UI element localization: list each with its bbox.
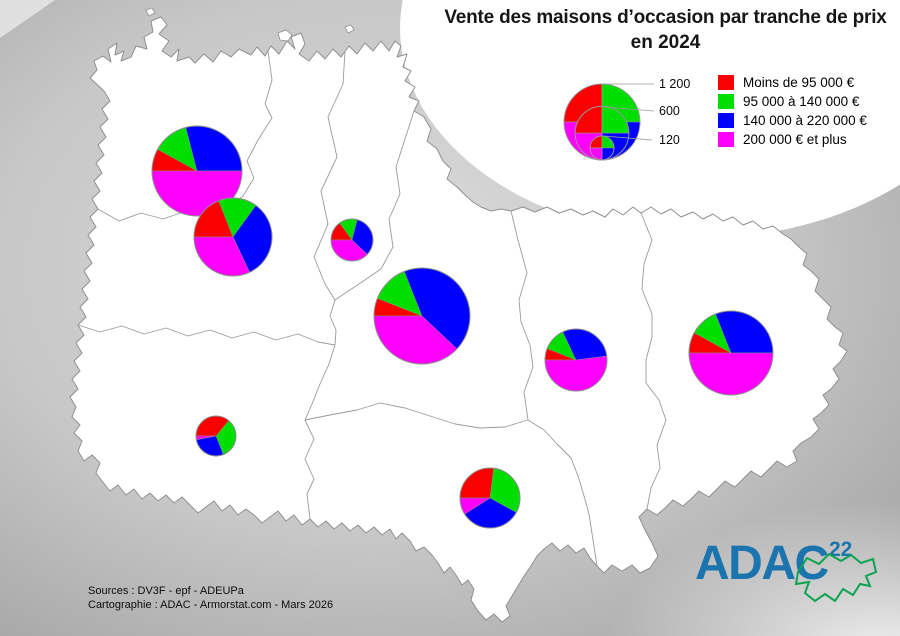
islets [145,7,355,42]
epci-boundary [640,212,667,510]
corner-glow [607,500,900,636]
legend-row: 200 000 € et plus [718,130,867,149]
epci-boundary [77,324,336,346]
adac-logo-department-icon [794,552,878,603]
legend-size-label: 1 200 [659,77,690,91]
pie-outline [330,218,374,262]
page-title: Vente des maisons d’occasion par tranche… [408,7,900,54]
pie-outline [459,467,521,529]
islet [145,7,156,17]
pie-chart [195,415,237,457]
pie-chart [373,267,471,365]
corner-wedge [0,0,55,38]
pie-chart [193,197,273,277]
department-icon-path [794,552,878,603]
legend-size-label: 600 [659,104,680,118]
epci-boundary [304,402,529,429]
epci-boundary [334,110,415,301]
epci-boundary [97,50,273,222]
sources-line-1: Sources : DV3F - epf - ADEUPa [88,585,244,597]
adac-logo-superscript: 22 [829,538,853,561]
pie-outline [544,328,608,392]
adac-logo: ADAC 22 [695,537,900,620]
color-legend: Moins de 95 000 € 95 000 à 140 000 € 140… [718,73,867,149]
title-line-1: Vente des maisons d’occasion par tranche… [444,7,887,28]
legend-swatch-magenta [718,132,734,147]
pie-outline [688,310,774,396]
epci-boundary [527,419,598,567]
pie-chart [330,218,374,262]
pies-layer [151,125,774,529]
pie-outline [373,267,471,365]
pie-outline [193,197,273,277]
legend-swatch-red [718,75,734,90]
islet [277,29,293,42]
legend-size-label: 120 [659,133,680,147]
legend-label: Moins de 95 000 € [743,75,855,90]
legend-swatch-blue [718,113,734,128]
leader-line [603,106,655,112]
region-boundaries [77,50,667,567]
epci-boundary [510,210,534,421]
legend-size-circles [563,83,641,161]
adac-logo-text: ADAC [695,537,829,590]
epci-boundary [304,344,336,421]
sources-note: Sources : DV3F - epf - ADEUPa Cartograph… [88,585,333,612]
leader-line [603,135,653,141]
title-line-2: en 2024 [630,32,701,53]
legend-size-circle [589,135,615,161]
pie-chart [688,310,774,396]
legend-row: 95 000 à 140 000 € [718,92,867,111]
title-background-ellipse [400,0,900,238]
pie-chart [151,125,243,217]
sources-line-2: Cartographie : ADAC - Armorstat.com - Ma… [88,598,334,611]
legend-row: Moins de 95 000 € [718,73,867,92]
pie-chart [544,328,608,392]
epci-boundary [313,50,346,346]
legend-label: 140 000 à 220 000 € [743,113,867,128]
pie-outline [151,125,243,217]
legend-leader-lines [603,83,655,141]
legend-label: 200 000 € et plus [743,132,847,147]
epci-boundary [304,419,315,520]
legend-label: 95 000 à 140 000 € [743,94,860,109]
legend-row: 140 000 à 220 000 € [718,111,867,130]
legend-size-labels: 1 200 600 120 [659,77,690,147]
islet [344,24,355,34]
pie-chart [459,467,521,529]
pie-outline [195,415,237,457]
legend-swatch-green [718,94,734,109]
